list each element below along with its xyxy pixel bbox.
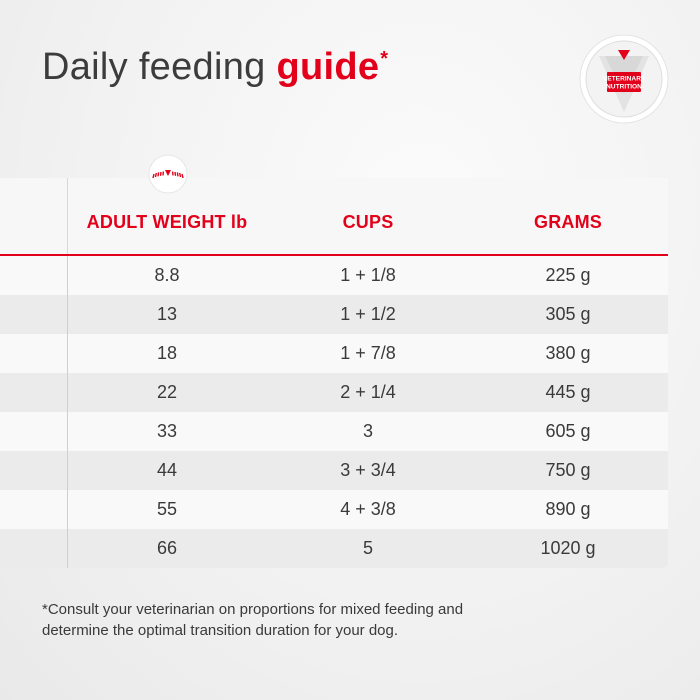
cell-weight: 44 — [156, 460, 178, 480]
cell-grams: 380 g — [545, 343, 591, 363]
title-main: Daily feeding — [42, 46, 277, 88]
cell-grams: 225 g — [545, 265, 591, 285]
column-divider — [67, 451, 68, 490]
column-divider — [67, 178, 68, 254]
cell-cups: 5 — [362, 538, 373, 558]
table-row: 44 3 + 3/4 750 g — [0, 451, 668, 490]
table-row: 18 1 + 7/8 380 g — [0, 334, 668, 373]
title-asterisk: * — [380, 48, 389, 70]
footnote: *Consult your veterinarian on proportion… — [42, 599, 662, 641]
cell-cups: 2 + 1/4 — [340, 382, 396, 402]
table-row: 8.8 1 + 1/8 225 g — [0, 256, 668, 295]
badge-line2: NUTRITION — [606, 84, 642, 91]
cell-grams: 750 g — [545, 460, 591, 480]
column-divider — [67, 295, 68, 334]
table-header: ADULT WEIGHT lb CUPS GRAMS — [0, 154, 668, 256]
cell-weight: 8.8 — [154, 265, 180, 285]
cell-cups: 1 + 1/8 — [340, 265, 396, 285]
cell-grams: 1020 g — [540, 538, 596, 558]
cell-cups: 3 + 3/4 — [340, 460, 396, 480]
table-row: 66 5 1020 g — [0, 529, 668, 568]
badge-icon: VETERINARY NUTRITION — [579, 34, 669, 124]
footnote-line2: determine the optimal transition duratio… — [42, 622, 399, 639]
header-cups: CUPS — [342, 212, 394, 232]
title-accent: guide — [276, 46, 380, 88]
cell-grams: 445 g — [545, 382, 591, 402]
table-row: 22 2 + 1/4 445 g — [0, 373, 668, 412]
table-row: 33 3 605 g — [0, 412, 668, 451]
cell-weight: 18 — [156, 343, 178, 363]
cell-cups: 3 — [362, 421, 373, 441]
column-divider — [67, 529, 68, 568]
cell-grams: 305 g — [545, 304, 591, 324]
column-divider — [67, 373, 68, 412]
cell-weight: 22 — [156, 382, 178, 402]
cell-weight: 66 — [156, 538, 178, 558]
scale-icon — [141, 154, 195, 194]
table-row: 55 4 + 3/8 890 g — [0, 490, 668, 529]
header-adult-weight: ADULT WEIGHT lb — [86, 212, 248, 232]
veterinary-nutrition-badge: VETERINARY NUTRITION — [579, 34, 669, 124]
column-divider — [67, 490, 68, 529]
table-row: 13 1 + 1/2 305 g — [0, 295, 668, 334]
cell-weight: 13 — [156, 304, 178, 324]
cell-cups: 1 + 7/8 — [340, 343, 396, 363]
column-divider — [67, 256, 68, 295]
cell-cups: 4 + 3/8 — [340, 499, 396, 519]
badge-line1: VETERINARY — [603, 76, 646, 83]
cell-cups: 1 + 1/2 — [340, 304, 396, 324]
cell-grams: 605 g — [545, 421, 591, 441]
cell-grams: 890 g — [545, 499, 591, 519]
column-divider — [67, 412, 68, 451]
page-title: Daily feeding guide* — [42, 46, 388, 89]
cell-weight: 33 — [156, 421, 178, 441]
header-grams: GRAMS — [534, 212, 602, 232]
column-divider — [67, 334, 68, 373]
feeding-table: ADULT WEIGHT lb CUPS GRAMS 8.8 1 + 1/8 2… — [0, 154, 668, 568]
cell-weight: 55 — [156, 499, 178, 519]
footnote-line1: *Consult your veterinarian on proportion… — [42, 601, 464, 618]
